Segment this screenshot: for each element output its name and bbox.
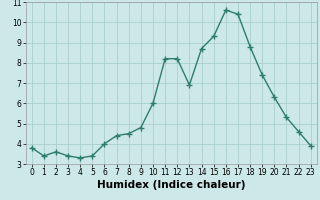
- X-axis label: Humidex (Indice chaleur): Humidex (Indice chaleur): [97, 180, 245, 190]
